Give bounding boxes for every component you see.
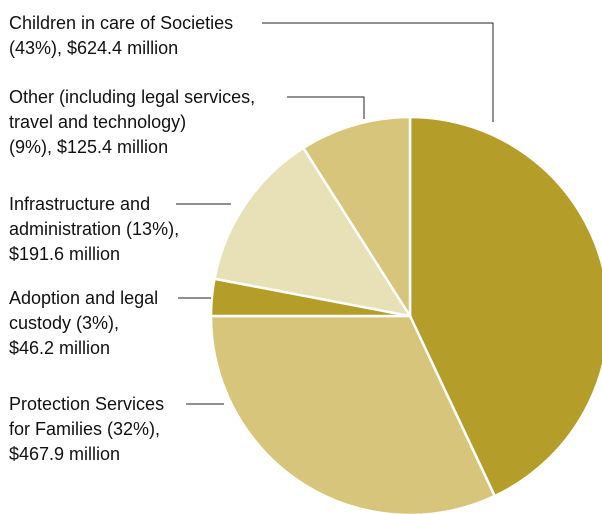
slice-children xyxy=(408,115,602,498)
label-protection: Protection Services for Families (32%), … xyxy=(9,394,169,464)
slice-protection xyxy=(209,314,497,514)
slice-infrastructure xyxy=(213,146,413,318)
label-children: Children in care of Societies (43%), $62… xyxy=(9,13,238,58)
leader-lines xyxy=(176,22,494,405)
leader-line-other xyxy=(287,96,365,119)
slice-labels: Children in care of Societies (43%), $62… xyxy=(9,13,260,464)
label-adoption: Adoption and legal custody (3%), $46.2 m… xyxy=(9,288,163,358)
leader-line-children xyxy=(262,22,494,122)
label-other: Other (including legal services, travel … xyxy=(9,87,260,157)
pie-slices xyxy=(209,115,602,514)
slice-other xyxy=(301,115,412,321)
label-infrastructure: Infrastructure and administration (13%),… xyxy=(9,194,184,264)
